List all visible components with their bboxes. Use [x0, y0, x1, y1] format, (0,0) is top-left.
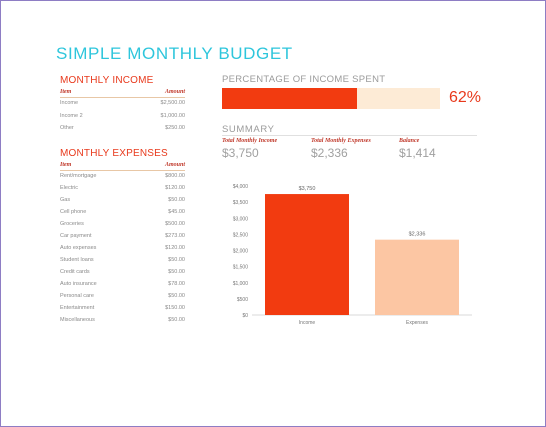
y-tick-label: $1,500 [233, 265, 249, 271]
expenses-header-rule [60, 170, 185, 171]
y-tick-label: $1,000 [233, 281, 249, 287]
summary-rule [222, 135, 477, 136]
balance-value: $1,414 [399, 146, 436, 160]
expense-row-item: Cell phone [60, 209, 87, 215]
expense-row-amount: $50.00 [168, 197, 185, 203]
expense-row-amount: $50.00 [168, 293, 185, 299]
bar-expenses [375, 239, 459, 315]
expense-row-amount: $150.00 [165, 305, 185, 311]
income-row-item: Income 2 [60, 112, 83, 119]
bar-income [265, 194, 349, 315]
expense-row-item: Rent/mortgage [60, 173, 97, 179]
x-tick-label-income: Income [299, 320, 316, 326]
page-title: SIMPLE MONTHLY BUDGET [56, 44, 293, 63]
expense-row-amount: $120.00 [165, 185, 185, 191]
expense-row-item: Gas [60, 197, 71, 203]
expense-row-item: Groceries [60, 221, 84, 227]
y-tick-label: $3,500 [233, 200, 249, 206]
total-income-label: Total Monthly Income [222, 138, 278, 144]
expense-row-item: Personal care [60, 293, 94, 299]
expenses-col-item: Item [60, 162, 72, 168]
income-row-amount: $250.00 [165, 125, 185, 131]
total-income-value: $3,750 [222, 146, 259, 160]
x-tick-label-expenses: Expenses [406, 320, 428, 326]
expense-row-item: Credit cards [60, 269, 90, 275]
percentage-bar-track [222, 88, 440, 109]
summary-label: SUMMARY [222, 124, 275, 135]
expense-row-amount: $500.00 [165, 221, 185, 227]
percentage-value: 62% [449, 89, 482, 106]
expense-row-item: Auto insurance [60, 281, 97, 287]
income-row-item: Other [60, 125, 74, 131]
expense-row-amount: $45.00 [168, 209, 185, 215]
income-row-item: Income [60, 100, 79, 106]
expense-row-amount: $273.00 [165, 233, 185, 239]
y-tick-label: $2,000 [233, 249, 249, 255]
balance-label: Balance [399, 138, 420, 144]
y-tick-label: $3,000 [233, 216, 249, 222]
expense-row-item: Student loans [60, 257, 94, 263]
expense-row-item: Car payment [60, 233, 92, 239]
y-tick-label: $0 [242, 313, 248, 319]
expense-row-item: Entertainment [60, 305, 95, 311]
total-expenses-label: Total Monthly Expenses [311, 138, 371, 144]
percentage-bar-fill [222, 88, 358, 109]
expense-row-amount: $50.00 [168, 317, 185, 323]
expense-row-item: Electric [60, 185, 79, 191]
income-col-item: Item [60, 89, 72, 95]
percentage-label: PERCENTAGE OF INCOME SPENT [222, 74, 386, 85]
income-col-amount: Amount [164, 89, 185, 95]
income-row-amount: $1,000.00 [160, 112, 185, 119]
expenses-col-amount: Amount [164, 162, 185, 168]
expense-row-amount: $50.00 [168, 269, 185, 275]
expenses-heading: MONTHLY EXPENSES [60, 148, 168, 159]
y-tick-label: $500 [237, 297, 248, 303]
expense-row-item: Miscellaneous [60, 317, 95, 323]
y-tick-label: $4,000 [233, 184, 249, 190]
income-header-rule [60, 97, 185, 98]
income-row-amount: $2,500.00 [160, 100, 185, 106]
expense-row-amount: $78.00 [168, 281, 185, 287]
expense-row-item: Auto expenses [60, 245, 97, 251]
expense-row-amount: $50.00 [168, 257, 185, 263]
income-heading: MONTHLY INCOME [60, 75, 154, 86]
data-label-income: $3,750 [299, 186, 316, 192]
total-expenses-value: $2,336 [311, 146, 348, 160]
data-label-expenses: $2,336 [409, 232, 426, 238]
expense-row-amount: $120.00 [165, 245, 185, 251]
income-vs-expenses-chart: $0 $500 $1,000 $1,500 $2,000 $2,500 $3,000 $3,5… [233, 184, 472, 326]
y-tick-label: $2,500 [233, 232, 249, 238]
expense-row-amount: $800.00 [165, 173, 185, 179]
